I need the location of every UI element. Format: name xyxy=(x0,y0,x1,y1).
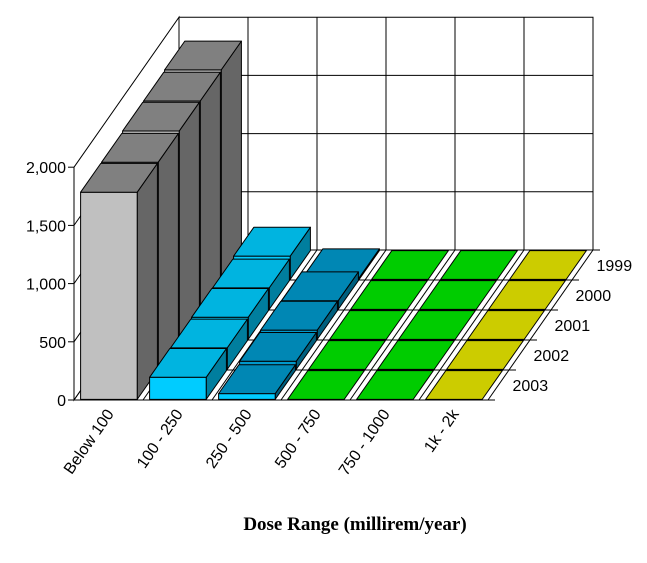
series-label: 2003 xyxy=(513,378,549,395)
x-category-label: 1k - 2k xyxy=(421,406,463,456)
bar-2003-500-750 xyxy=(287,370,365,400)
series-label: 1999 xyxy=(597,258,633,275)
bar-2002-750-1000 xyxy=(377,340,455,370)
bar-2003-100-250 xyxy=(149,348,227,400)
y-axis-ticks: 0 500 1,000 1,500 2,000 xyxy=(26,160,74,410)
y-tick-label: 500 xyxy=(39,335,66,352)
x-category-label: 750 - 1000 xyxy=(336,406,394,479)
bar-2003-Below100 xyxy=(80,162,158,400)
depth-axis-series-labels: 2003 2002 2001 2000 1999 xyxy=(513,258,633,395)
x-category-label: 100 - 250 xyxy=(134,406,187,471)
x-axis-category-labels: Below 100 100 - 250 250 - 500 500 - 750 750 … xyxy=(61,406,463,479)
x-category-label: 250 - 500 xyxy=(203,406,256,471)
bar-2002-500-750 xyxy=(308,340,386,370)
bar-2001-750-1000 xyxy=(398,310,476,340)
bar-2000-750-1000 xyxy=(419,280,497,310)
series-label: 2001 xyxy=(555,318,591,335)
x-category-label: Below 100 xyxy=(61,406,118,477)
floor-line xyxy=(487,249,594,401)
bar-1999-1k-2k xyxy=(509,250,587,280)
y-tick-label: 1,000 xyxy=(26,277,66,294)
chart-bars xyxy=(80,40,587,400)
series-label: 2000 xyxy=(576,288,612,305)
bar-1999-500-750 xyxy=(371,250,449,280)
bar-2003-250-500 xyxy=(218,364,296,400)
y-tick-label: 0 xyxy=(57,393,66,410)
bar-2002-1k-2k xyxy=(446,340,524,370)
series-label: 2002 xyxy=(534,348,570,365)
y-tick-label: 1,500 xyxy=(26,218,66,235)
bar-2003-1k-2k xyxy=(425,370,503,400)
bar-2000-500-750 xyxy=(350,280,428,310)
floor-line xyxy=(349,249,456,401)
floor-line xyxy=(280,249,387,401)
bar-2001-1k-2k xyxy=(467,310,545,340)
x-category-label: 500 - 750 xyxy=(272,406,325,471)
x-axis-title: Dose Range (millirem/year) xyxy=(243,514,466,535)
y-tick-label: 2,000 xyxy=(26,160,66,177)
bar-2000-1k-2k xyxy=(488,280,566,310)
bar-2002-250-500 xyxy=(239,332,317,370)
bar-1999-750-1000 xyxy=(440,250,518,280)
floor-line xyxy=(418,249,525,401)
bar-2001-500-750 xyxy=(329,310,407,340)
bar-2003-750-1000 xyxy=(356,370,434,400)
